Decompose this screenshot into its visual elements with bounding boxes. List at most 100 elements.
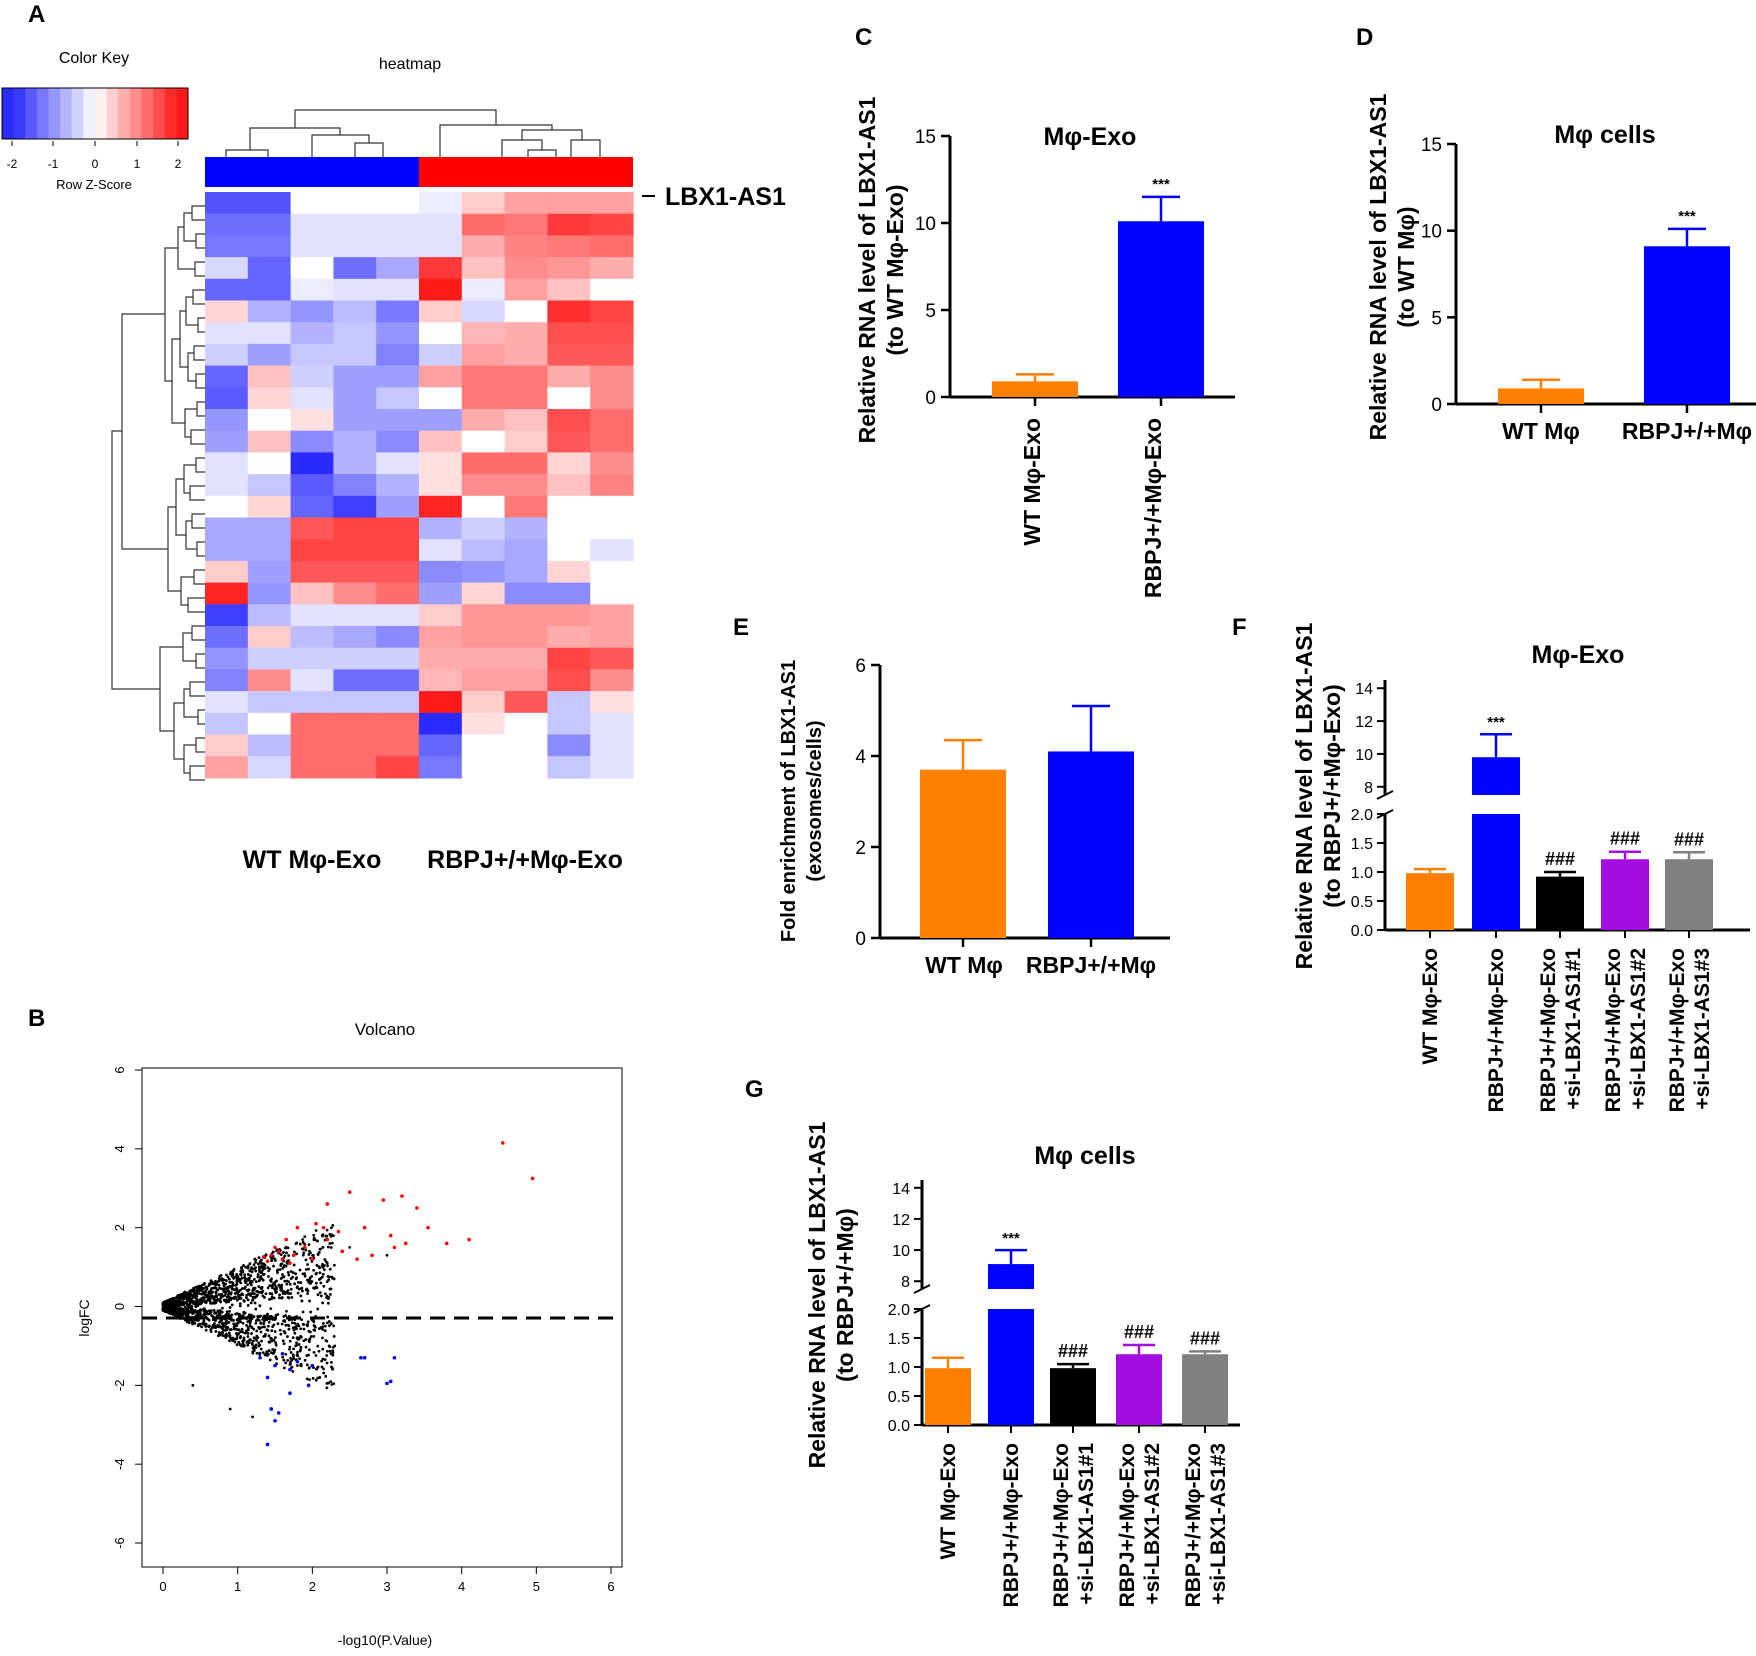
volcano-point-ns xyxy=(272,1264,275,1268)
volcano-point-ns xyxy=(171,1306,175,1310)
heatmap-cell xyxy=(333,322,377,345)
volcano-point-ns xyxy=(200,1325,203,1329)
volcano-point-ns xyxy=(174,1308,178,1312)
volcano-point-ns xyxy=(261,1265,265,1269)
heatmap-cell xyxy=(376,235,420,258)
volcano-point-ns xyxy=(243,1279,247,1283)
volcano-point-ns xyxy=(237,1290,241,1294)
heatmap-cell xyxy=(590,560,634,584)
volcano-point-ns xyxy=(184,1292,188,1296)
y-tick-label: 12 xyxy=(892,1212,910,1229)
volcano-point-ns xyxy=(299,1287,303,1291)
volcano-point-ns xyxy=(276,1322,280,1326)
volcano-point-ns xyxy=(197,1284,200,1288)
volcano-point-ns xyxy=(211,1318,215,1321)
volcano-point-up xyxy=(314,1221,318,1226)
volcano-point-up xyxy=(467,1237,471,1242)
volcano-point-ns xyxy=(167,1302,171,1306)
volcano-point-ns xyxy=(246,1315,250,1319)
heatmap-cell xyxy=(205,257,249,280)
volcano-point-up xyxy=(325,1237,330,1242)
volcano-point-up xyxy=(265,1259,270,1263)
heatmap-cell xyxy=(590,300,634,323)
volcano-point-ns xyxy=(300,1318,303,1321)
heatmap-cell xyxy=(590,343,634,367)
y-tick-label: 5 xyxy=(925,301,936,322)
heatmap-cell xyxy=(547,322,591,345)
volcano-point-ns xyxy=(292,1263,296,1267)
heatmap-cell xyxy=(290,452,334,475)
volcano-x-tick-label: 1 xyxy=(234,1579,241,1594)
volcano-point-ns xyxy=(314,1281,318,1285)
y-tick-label: 2.0 xyxy=(888,1302,910,1319)
heatmap-cell xyxy=(590,213,634,236)
panel-f-bars: WT Mφ-Exo *** RBPJ+/+Mφ-Exo ### RBPJ+/+Mφ-Ex… xyxy=(1406,714,1714,1112)
volcano-point-ns xyxy=(239,1281,243,1285)
heatmap-grid xyxy=(205,192,634,779)
volcano-point-ns xyxy=(272,1338,276,1342)
heatmap-cell xyxy=(247,734,292,757)
volcano-point-ns xyxy=(240,1292,244,1296)
volcano-y-tick-label: 6 xyxy=(112,1066,127,1073)
heatmap-cell xyxy=(205,691,249,714)
volcano-point-ns xyxy=(328,1267,332,1271)
volcano-point-ns xyxy=(314,1354,318,1357)
volcano-point-ns xyxy=(313,1286,316,1290)
volcano-point-ns xyxy=(327,1320,331,1323)
volcano-point-ns xyxy=(242,1338,246,1342)
volcano-point-ns xyxy=(284,1323,288,1327)
heatmap-cell xyxy=(333,539,377,562)
heatmap-cell xyxy=(290,604,334,627)
axis-break-mark xyxy=(1376,790,1394,800)
volcano-point-ns xyxy=(214,1282,218,1286)
heatmap-cell xyxy=(333,517,377,540)
volcano-point-ns xyxy=(224,1322,228,1326)
heatmap-cell xyxy=(247,430,292,453)
volcano-point-ns xyxy=(199,1313,202,1317)
heatmap-cell xyxy=(419,669,463,692)
volcano-point-ns xyxy=(219,1300,223,1304)
heatmap-cell xyxy=(547,560,591,584)
volcano-point-ns xyxy=(209,1279,213,1283)
heatmap-cell xyxy=(333,278,377,302)
volcano-point-ns xyxy=(236,1292,240,1296)
volcano-point-ns xyxy=(195,1302,199,1306)
color-key-title: Color Key xyxy=(59,50,129,67)
heatmap-cell xyxy=(247,213,292,236)
volcano-point-ns xyxy=(275,1357,279,1361)
heatmap-cell xyxy=(247,495,292,519)
heatmap-cell xyxy=(376,430,420,453)
color-key-cell xyxy=(153,88,166,139)
heatmap-cell xyxy=(290,474,334,497)
y-tick-label: 10 xyxy=(1421,222,1442,243)
volcano-point-ns xyxy=(246,1339,250,1343)
volcano-point-up xyxy=(336,1229,341,1234)
color-key-cell xyxy=(2,88,15,139)
significance-marker: ### xyxy=(1545,849,1575,869)
volcano-point-ns xyxy=(253,1257,257,1261)
y-tick-label: 8 xyxy=(901,1274,910,1291)
volcano-point-ns xyxy=(303,1235,307,1239)
volcano-y-label: logFC xyxy=(76,1299,92,1336)
heatmap-cell xyxy=(205,474,249,497)
x-category-label: RBPJ+/+Mφ-Exo xyxy=(1602,948,1625,1112)
volcano-point-ns xyxy=(319,1326,323,1329)
volcano-point-ns xyxy=(281,1339,285,1343)
volcano-point-ns xyxy=(207,1324,210,1328)
y-tick-label: 14 xyxy=(892,1181,910,1198)
volcano-point-ns xyxy=(333,1344,337,1348)
bar xyxy=(1665,859,1713,930)
volcano-point-ns xyxy=(295,1252,299,1256)
volcano-point-up xyxy=(444,1241,449,1246)
heatmap-cell xyxy=(590,278,634,302)
volcano-point-ns xyxy=(203,1310,207,1313)
volcano-point-ns xyxy=(235,1276,239,1280)
volcano-point-ns xyxy=(329,1365,333,1369)
volcano-point-ns xyxy=(257,1344,261,1348)
volcano-point-ns xyxy=(308,1276,312,1280)
heatmap-cell xyxy=(333,387,377,410)
volcano-point-ns xyxy=(226,1326,230,1329)
volcano-point-ns xyxy=(179,1308,183,1312)
volcano-point-up xyxy=(284,1237,289,1242)
